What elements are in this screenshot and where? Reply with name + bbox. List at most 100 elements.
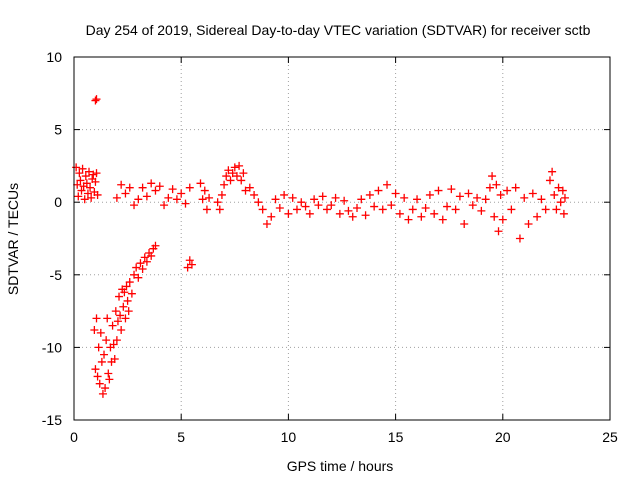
y-axis-label: SDTVAR / TECUs bbox=[5, 183, 21, 295]
y-tick-label: -5 bbox=[50, 267, 63, 283]
data-points bbox=[72, 95, 569, 398]
data-point-marker bbox=[226, 176, 235, 185]
x-tick-label: 25 bbox=[602, 429, 618, 445]
data-point-marker bbox=[241, 186, 250, 195]
data-point-marker bbox=[232, 172, 241, 181]
data-point-marker bbox=[151, 241, 160, 250]
data-point-marker bbox=[262, 219, 271, 228]
data-point-marker bbox=[288, 193, 297, 202]
data-point-marker bbox=[408, 205, 417, 214]
data-point-marker bbox=[468, 201, 477, 210]
data-point-marker bbox=[123, 296, 132, 305]
y-tick-label: -10 bbox=[42, 339, 62, 355]
data-point-marker bbox=[239, 169, 248, 178]
data-point-marker bbox=[92, 314, 101, 323]
data-point-marker bbox=[121, 314, 130, 323]
data-point-marker bbox=[559, 209, 568, 218]
data-point-marker bbox=[198, 195, 207, 204]
data-point-marker bbox=[92, 95, 101, 104]
data-point-marker bbox=[125, 278, 134, 287]
data-point-marker bbox=[318, 192, 327, 201]
data-point-marker bbox=[100, 350, 109, 359]
data-point-marker bbox=[552, 205, 561, 214]
data-point-marker bbox=[77, 186, 86, 195]
data-point-marker bbox=[235, 161, 244, 170]
data-point-marker bbox=[357, 195, 366, 204]
data-point-marker bbox=[117, 325, 126, 334]
data-point-marker bbox=[164, 193, 173, 202]
data-point-marker bbox=[220, 180, 229, 189]
data-point-marker bbox=[109, 340, 118, 349]
data-point-marker bbox=[477, 206, 486, 215]
data-point-marker bbox=[443, 202, 452, 211]
data-point-marker bbox=[217, 190, 226, 199]
data-point-marker bbox=[132, 263, 141, 272]
data-point-marker bbox=[93, 372, 102, 381]
data-point-marker bbox=[490, 212, 499, 221]
data-point-marker bbox=[196, 179, 205, 188]
data-point-marker bbox=[177, 189, 186, 198]
data-point-marker bbox=[93, 190, 102, 199]
data-point-marker bbox=[451, 205, 460, 214]
chart-title: Day 254 of 2019, Sidereal Day-to-day VTE… bbox=[86, 22, 591, 38]
y-tick-label: 10 bbox=[46, 49, 62, 65]
data-point-marker bbox=[81, 172, 90, 181]
data-point-marker bbox=[136, 259, 145, 268]
data-point-marker bbox=[404, 215, 413, 224]
data-point-marker bbox=[108, 321, 117, 330]
data-point-marker bbox=[98, 389, 107, 398]
data-point-marker bbox=[151, 186, 160, 195]
data-point-marker bbox=[92, 169, 101, 178]
data-point-marker bbox=[73, 180, 82, 189]
data-point-marker bbox=[254, 198, 263, 207]
data-point-marker bbox=[134, 273, 143, 282]
data-point-marker bbox=[187, 260, 196, 269]
data-point-marker bbox=[130, 270, 139, 279]
data-point-marker bbox=[112, 193, 121, 202]
data-point-marker bbox=[110, 355, 119, 364]
data-point-marker bbox=[74, 192, 83, 201]
y-tick-label: 5 bbox=[54, 122, 62, 138]
x-tick-label: 10 bbox=[281, 429, 297, 445]
data-point-marker bbox=[140, 253, 149, 262]
data-point-marker bbox=[492, 180, 501, 189]
data-point-marker bbox=[473, 193, 482, 202]
data-point-marker bbox=[515, 234, 524, 243]
data-point-marker bbox=[370, 202, 379, 211]
data-point-marker bbox=[327, 201, 336, 210]
data-point-marker bbox=[271, 195, 280, 204]
data-point-marker bbox=[127, 289, 136, 298]
data-point-marker bbox=[292, 205, 301, 214]
data-point-marker bbox=[134, 195, 143, 204]
data-point-marker bbox=[430, 209, 439, 218]
data-point-marker bbox=[97, 357, 106, 366]
data-point-marker bbox=[125, 183, 134, 192]
data-point-marker bbox=[72, 163, 81, 172]
data-point-marker bbox=[438, 215, 447, 224]
data-point-marker bbox=[138, 264, 147, 273]
y-tick-label: 0 bbox=[54, 194, 62, 210]
data-point-marker bbox=[76, 176, 85, 185]
data-point-marker bbox=[112, 336, 121, 345]
data-point-marker bbox=[284, 209, 293, 218]
data-point-marker bbox=[524, 219, 533, 228]
data-point-marker bbox=[121, 189, 130, 198]
x-tick-label: 5 bbox=[177, 429, 185, 445]
data-point-marker bbox=[340, 196, 349, 205]
data-point-marker bbox=[301, 202, 310, 211]
data-point-marker bbox=[117, 180, 126, 189]
data-point-marker bbox=[90, 325, 99, 334]
data-point-marker bbox=[511, 183, 520, 192]
data-point-marker bbox=[91, 365, 100, 374]
data-point-marker bbox=[87, 193, 96, 202]
data-point-marker bbox=[353, 204, 362, 213]
data-point-marker bbox=[94, 343, 103, 352]
data-point-marker bbox=[78, 164, 87, 173]
data-point-marker bbox=[200, 186, 209, 195]
data-point-marker bbox=[138, 183, 147, 192]
data-point-marker bbox=[305, 209, 314, 218]
data-point-marker bbox=[267, 212, 276, 221]
data-point-marker bbox=[310, 195, 319, 204]
data-point-marker bbox=[550, 190, 559, 199]
